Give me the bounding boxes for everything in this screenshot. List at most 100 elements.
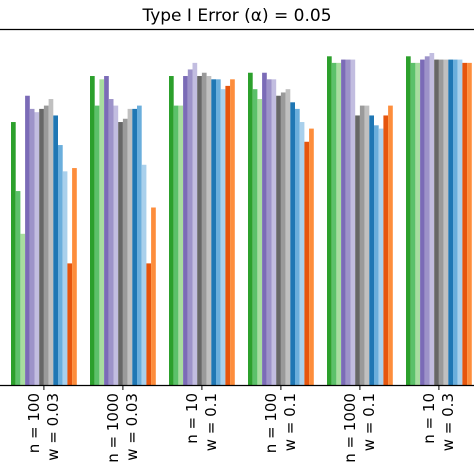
bar-group6-series5 [424, 56, 430, 386]
x-tick-label-6-line1: n = 10 [420, 393, 438, 444]
bar-group6-series9 [443, 59, 449, 385]
bar-group1-series14 [72, 168, 77, 385]
bar-group6-series6 [429, 53, 435, 385]
bar-group5-series2 [331, 62, 337, 386]
bar-group1-series1 [11, 122, 16, 385]
bar-group2-series7 [118, 122, 123, 385]
bar-group1-series9 [48, 99, 54, 385]
bar-group1-series5 [29, 108, 35, 385]
bar-group3-series10 [211, 79, 216, 385]
bar-group3-series9 [206, 76, 212, 386]
bar-group3-series3 [178, 105, 184, 385]
bar-group6-series8 [438, 59, 444, 385]
bar-group2-series8 [122, 118, 128, 385]
bar-group6-series12 [457, 59, 463, 385]
bar-group5-series4 [341, 59, 346, 385]
bar-group5-series3 [336, 62, 342, 386]
bar-group1-series10 [53, 115, 58, 386]
x-tick-label-3-line2: w = 0.1 [202, 393, 220, 451]
bar-group5-series11 [374, 125, 379, 385]
bar-group1-series6 [34, 112, 40, 386]
bar-group3-series5 [187, 69, 193, 385]
bar-group5-series1 [327, 56, 332, 386]
bar-group2-series9 [127, 108, 133, 385]
bar-group4-series9 [285, 89, 291, 386]
bar-group1-series8 [43, 105, 49, 385]
bar-group6-series3 [415, 62, 421, 386]
x-tick-label-5-line2: w = 0.1 [360, 393, 378, 451]
x-ticks-group: n = 100 w = 0.03 n = 1000 w = 0.03 n = 10 w =… [25, 385, 457, 463]
bar-group4-series8 [280, 92, 286, 385]
chart-title: Type I Error (α) = 0.05 [141, 6, 331, 26]
bar-group1-series11 [58, 145, 63, 385]
bar-group2-series12 [141, 164, 147, 385]
x-tick-label-1-line2: w = 0.03 [44, 393, 62, 461]
x-tick-label-4-line2: w = 0.1 [281, 393, 299, 451]
bar-group4-series10 [290, 102, 295, 385]
bar-group6-series13 [462, 62, 468, 386]
bar-group3-series14 [230, 79, 235, 385]
x-tick-label-3-line1: n = 10 [183, 393, 201, 444]
bar-group2-series13 [146, 263, 152, 385]
bar-group1-series4 [25, 95, 30, 386]
bar-group2-series10 [132, 108, 137, 385]
x-tick-label-2-line1: n = 1000 [104, 393, 122, 463]
bar-group1-series2 [15, 191, 21, 385]
bar-group3-series8 [201, 72, 207, 385]
bar-group4-series1 [248, 72, 253, 385]
bar-group3-series13 [225, 85, 231, 385]
bar-group4-series4 [262, 72, 267, 385]
bar-group4-series2 [252, 89, 258, 386]
bar-group5-series5 [345, 59, 351, 385]
bar-group5-series9 [364, 105, 370, 385]
bar-group3-series11 [216, 79, 221, 385]
bar-group6-series2 [410, 62, 416, 386]
bar-group3-series6 [192, 62, 198, 386]
bar-group6-series14 [467, 62, 472, 386]
bars-group [11, 53, 472, 386]
bar-group4-series13 [304, 141, 310, 385]
bar-group3-series4 [183, 76, 188, 386]
bar-group4-series11 [295, 108, 300, 385]
bar-group3-series12 [220, 89, 226, 386]
bar-group6-series7 [434, 59, 439, 385]
bar-group5-series7 [355, 115, 360, 386]
bar-group5-series12 [378, 128, 384, 386]
bar-group6-series11 [453, 59, 458, 385]
bar-group2-series6 [113, 105, 119, 385]
bar-group5-series14 [388, 105, 393, 385]
bar-group4-series6 [271, 79, 277, 385]
bar-group5-series6 [350, 59, 356, 385]
bar-group3-series7 [197, 76, 202, 386]
x-tick-label-5-line1: n = 1000 [341, 393, 359, 463]
bar-group3-series2 [173, 105, 179, 385]
bar-group4-series14 [309, 128, 314, 386]
bar-group3-series1 [169, 76, 174, 386]
x-tick-label-4-line1: n = 100 [262, 393, 280, 453]
bar-group2-series11 [137, 105, 142, 385]
bar-group5-series8 [359, 105, 365, 385]
bar-group1-series3 [20, 233, 26, 385]
bar-group1-series13 [67, 263, 73, 385]
bar-group6-series4 [420, 59, 425, 385]
bar-group2-series14 [151, 207, 156, 385]
bar-group2-series3 [99, 79, 105, 385]
x-tick-label-6-line2: w = 0.3 [439, 393, 457, 451]
bar-group4-series3 [257, 99, 263, 385]
bar-group4-series5 [266, 79, 272, 385]
bar-group2-series2 [94, 105, 100, 385]
bar-group2-series4 [104, 76, 109, 386]
x-tick-label-1-line1: n = 100 [25, 393, 43, 453]
bar-group2-series1 [90, 76, 95, 386]
bar-group5-series10 [369, 115, 374, 386]
bar-group1-series7 [39, 108, 44, 385]
bar-group6-series1 [406, 56, 411, 386]
bar-group5-series13 [383, 115, 389, 386]
bar-group4-series12 [299, 122, 305, 385]
bar-group2-series5 [108, 99, 114, 385]
bar-group1-series12 [62, 171, 68, 385]
bar-group4-series7 [276, 95, 281, 386]
bar-group6-series10 [448, 59, 453, 385]
x-tick-label-2-line2: w = 0.03 [123, 393, 141, 461]
